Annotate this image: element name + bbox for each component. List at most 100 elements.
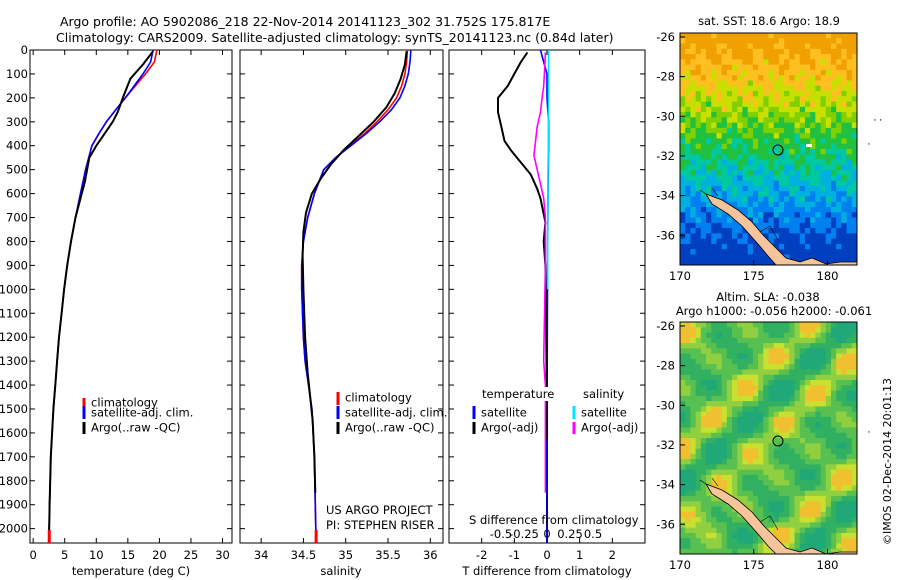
map-cell: [690, 522, 697, 529]
map-cell: [851, 496, 857, 502]
map-cell: [784, 96, 790, 102]
map-cell: [778, 127, 785, 134]
map-cell: [742, 43, 749, 50]
map-cell: [690, 233, 697, 240]
map-cell: [820, 149, 827, 155]
x-tick-label: 15: [121, 548, 136, 562]
map-cell: [726, 159, 733, 166]
map-cell: [752, 532, 759, 539]
map-cell: [851, 416, 857, 423]
map-cell: [846, 112, 853, 118]
map-cell: [773, 411, 780, 418]
map-cell: [747, 207, 754, 213]
map-cell: [789, 327, 795, 333]
map-cell: [804, 385, 811, 391]
x-tick-label: 0: [29, 548, 36, 562]
map-cell: [747, 406, 754, 413]
map-cell: [851, 411, 857, 418]
map-cell: [758, 401, 764, 407]
map-cell: [742, 138, 749, 145]
map-cell: [804, 106, 811, 113]
map-cell: [799, 538, 806, 544]
map-cell: [830, 54, 837, 60]
map-cell: [695, 485, 702, 492]
map-cell: [716, 133, 723, 139]
map-cell: [810, 522, 816, 529]
map-cell: [742, 443, 749, 449]
map-cell: [804, 59, 811, 66]
map-cell: [773, 201, 780, 208]
map-cell: [706, 143, 712, 150]
map-cell: [685, 432, 691, 439]
map-cell: [841, 506, 847, 513]
map-cell: [747, 154, 754, 160]
map-cell: [758, 411, 764, 418]
map-cell: [680, 358, 686, 365]
map-cell: [768, 337, 775, 344]
map-cell: [747, 453, 754, 460]
map-cell: [742, 85, 749, 92]
map-cell: [726, 332, 733, 339]
map-cell: [778, 43, 785, 50]
map-cell: [680, 249, 686, 255]
map-cell: [804, 127, 811, 134]
map-cell: [799, 91, 806, 97]
map-cell: [768, 217, 775, 224]
map-cell: [685, 459, 691, 465]
map-cell: [830, 548, 837, 554]
map-cell: [726, 411, 733, 418]
map-cell: [726, 358, 733, 365]
map-cell: [695, 322, 702, 328]
map-cell: [784, 243, 790, 250]
map-cell: [711, 43, 717, 50]
map-cell: [742, 416, 749, 423]
map-cell: [768, 369, 775, 376]
map-cell: [799, 238, 806, 245]
map-cell: [830, 422, 837, 428]
map-cell: [836, 233, 842, 240]
map-cell: [737, 496, 743, 502]
map-cell: [700, 122, 707, 129]
map-cell: [680, 511, 686, 518]
map-cell: [695, 217, 702, 224]
map-cell: [810, 485, 816, 492]
map-cell: [700, 485, 707, 492]
map-cell: [789, 243, 795, 250]
map-cell: [851, 432, 857, 439]
map-cell: [825, 64, 832, 71]
map-cell: [732, 395, 738, 402]
map-cell: [841, 416, 847, 423]
map-cell: [742, 527, 749, 534]
map-cell: [825, 85, 832, 92]
map-cell: [721, 91, 728, 97]
map-cell: [799, 348, 806, 355]
map-cell: [825, 191, 832, 197]
map-cell: [763, 43, 769, 50]
map-cell: [768, 380, 775, 386]
map-cell: [758, 501, 764, 507]
map-cell: [680, 133, 686, 139]
map-cell: [716, 164, 723, 171]
map-cell: [794, 80, 801, 87]
map-cell: [711, 122, 717, 129]
y-tick-label: 400: [6, 139, 28, 153]
map-cell: [778, 101, 785, 108]
map-cell: [685, 517, 691, 523]
map-cell: [804, 401, 811, 407]
map-cell: [726, 380, 733, 386]
map-cell: [758, 337, 764, 344]
map-cell: [758, 548, 764, 554]
map-cell: [726, 75, 733, 81]
map-cell: [706, 233, 712, 240]
map-cell: [737, 48, 743, 55]
map-cell: [846, 64, 853, 71]
map-cell: [851, 532, 857, 539]
map-cell: [716, 385, 723, 391]
map-cell: [825, 75, 832, 81]
map-cell: [752, 337, 759, 344]
map-cell: [794, 243, 801, 250]
map-cell: [726, 138, 733, 145]
map-cell: [778, 390, 785, 397]
map-cell: [737, 337, 743, 344]
map-cell: [815, 343, 821, 349]
